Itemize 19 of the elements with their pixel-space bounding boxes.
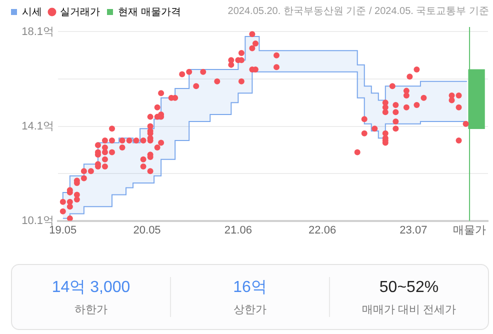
x-tick-label: 19.05	[49, 224, 77, 236]
x-tick-label: 21.06	[224, 224, 252, 236]
text: 16억	[233, 279, 267, 296]
chart-subtitle: 2024.05.20. 한국부동산원 기준 / 2024.05. 국토교통부 기준	[228, 5, 489, 18]
y-tick-label: 18.1억	[22, 26, 54, 38]
x-tick-label: 20.05	[133, 224, 161, 236]
text: 14억 3,000	[52, 279, 130, 296]
category-label: 하한가	[74, 303, 108, 317]
y-tick-label: 10.1억	[22, 214, 54, 227]
legend-label: 현재 매물가격	[118, 6, 181, 18]
category-label: 매매가 대비 전세가	[360, 303, 458, 317]
legend-label: 실거래가	[60, 6, 100, 18]
y-tick-label: 14.1억	[22, 120, 54, 132]
x-tick-label: 22.06	[308, 224, 336, 236]
legend-label: 시세	[22, 6, 42, 18]
text: 50~52%	[379, 279, 439, 296]
category-label: 상한가	[232, 303, 268, 317]
x-tick-label: 23.07	[400, 224, 428, 236]
x-tick-label: 매물가	[453, 224, 486, 236]
